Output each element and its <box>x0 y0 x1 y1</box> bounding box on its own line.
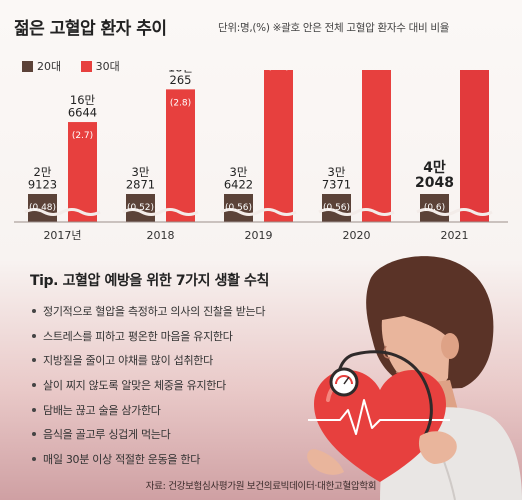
category-label-3: 2020 <box>343 229 371 242</box>
pct-label-30s-0: (2.7) <box>72 131 93 141</box>
gauge-dial <box>335 375 353 385</box>
tip-item: 정기적으로 혈압을 측정하고 의사의 진찰을 받는다 <box>30 303 266 328</box>
tip-item: 음식을 골고루 싱겁게 먹는다 <box>30 426 265 451</box>
legend-label-20s: 20대 <box>37 60 62 73</box>
heart-shape <box>314 370 446 482</box>
gauge-needle <box>343 376 350 385</box>
hand-shape <box>307 449 344 475</box>
bullet-icon <box>32 309 36 313</box>
tip-item: 스트레스를 피하고 평온한 마음을 유지한다 <box>30 328 265 353</box>
axis-break-4 <box>416 208 493 216</box>
face-shape <box>381 316 450 391</box>
value-label-30s-0: 16만 6644 <box>68 93 97 120</box>
legend-label-30s: 30대 <box>95 60 120 73</box>
bullet-icon <box>32 358 36 363</box>
bullet-icon <box>32 457 36 462</box>
category-label-2: 2019 <box>245 229 273 242</box>
tip-item: 살이 찌지 않도록 알맞은 체중을 유지한다 <box>30 377 265 402</box>
legend-swatch-30s <box>80 60 92 72</box>
category-label-0: 2017년 <box>43 229 81 242</box>
bar-20s-0 <box>28 194 57 222</box>
page-title: 젊은 고혈압 환자 추이 <box>14 19 167 39</box>
pct-label-20s-2: (0.56) <box>225 203 252 213</box>
value-label-20s-2: 3만 6422 <box>224 165 253 192</box>
tip-text: 매일 30분 이상 적절한 운동을 한다 <box>43 453 201 467</box>
pct-label-30s-1: (2.8) <box>170 98 191 108</box>
bar-20s-1 <box>126 194 155 222</box>
value-label-20s-1: 3만 2871 <box>126 165 155 192</box>
pct-label-30s-2: (2.9) <box>268 70 289 72</box>
tips-title: Tip. 고혈압 예방을 위한 7가지 생활 수칙 <box>30 273 269 289</box>
tip-text: 정기적으로 혈압을 측정하고 의사의 진찰을 받는다 <box>43 305 266 318</box>
category-label-4: 2021 <box>441 229 469 242</box>
ear-shape <box>441 333 459 359</box>
tip-text: 스트레스를 피하고 평온한 마음을 유지한다 <box>43 329 233 343</box>
tip-text: 담배는 끊고 술을 삼가한다 <box>43 403 161 417</box>
value-label-20s-0: 2만 9123 <box>28 165 57 192</box>
axis-break-3 <box>318 208 395 216</box>
tip-text: 살이 찌지 않도록 알맞은 체중을 유지한다 <box>43 379 226 393</box>
bullet-icon <box>32 383 36 388</box>
man-holding-heart-illustration <box>307 256 522 500</box>
axis-break-0 <box>24 208 101 216</box>
value-label-20s-3: 3만 7371 <box>322 165 351 192</box>
chart-legend: 20대 30대 <box>22 58 136 75</box>
legend-item-20s: 20대 <box>22 58 61 74</box>
legend-swatch-20s <box>22 60 33 72</box>
axis-break-1 <box>122 208 199 216</box>
tip-item: 담배는 끊고 술을 삼가한다 <box>30 402 265 427</box>
legend-item-30s: 30대 <box>80 58 120 74</box>
value-label-30s-1: 18만265 <box>168 70 194 87</box>
value-label-20s-4: 4만 2048 <box>415 160 454 191</box>
bar-chart: (0.48) (2.7) 2만 9123 16만 6644 2017년 (0.52) (2.8)… <box>14 70 508 242</box>
heartbeat-line-icon <box>308 399 450 435</box>
bullet-icon <box>32 432 36 437</box>
pct-label-20s-0: (0.48) <box>29 203 56 213</box>
bar-30s-4 <box>460 70 489 222</box>
source-note: 자료: 건강보험심사평가원 보건의료빅데이터·대한고혈압학회 <box>145 481 377 492</box>
pct-label-20s-3: (0.56) <box>323 203 350 213</box>
unit-note: 단위:명,(%) ※괄호 안은 전체 고혈압 환자수 대비 비율 <box>218 22 450 34</box>
tip-item: 지방질을 줄이고 야채를 많이 섭취한다 <box>30 352 265 377</box>
tip-item: 매일 30분 이상 적절한 운동을 한다 <box>30 451 265 476</box>
tip-text: 음식을 골고루 싱겁게 먹는다 <box>43 428 171 442</box>
pct-label-20s-1: (0.52) <box>127 203 154 213</box>
tips-list: 정기적으로 혈압을 측정하고 의사의 진찰을 받는다 스트레스를 피하고 평온한… <box>30 303 266 476</box>
bar-30s-3 <box>362 70 391 222</box>
pressure-gauge-icon <box>329 367 359 397</box>
bar-30s-2 <box>264 70 293 223</box>
bullet-icon <box>32 407 36 412</box>
bar-20s-3 <box>322 194 351 222</box>
bar-30s-0 <box>68 122 97 222</box>
bar-20s-2 <box>224 194 253 222</box>
bullet-icon <box>32 333 36 338</box>
bar-30s-1 <box>166 89 195 222</box>
tip-text: 지방질을 줄이고 야채를 많이 섭취한다 <box>43 354 213 368</box>
category-label-1: 2018 <box>147 229 175 242</box>
pct-label-20s-4: (0.6) <box>424 203 445 213</box>
bar-20s-4 <box>420 194 449 222</box>
axis-break-2 <box>220 208 297 216</box>
hand-shape <box>418 431 457 464</box>
